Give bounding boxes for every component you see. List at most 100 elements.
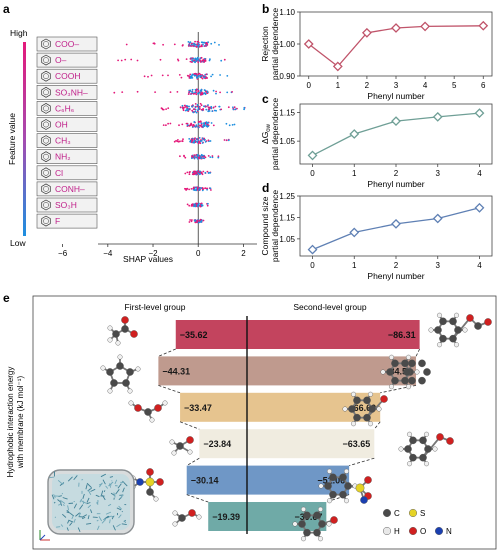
shap-point (169, 122, 172, 125)
second-level-group-label: Second-level group (293, 302, 367, 312)
atom (172, 510, 178, 516)
membrane-simulation-image (39, 469, 135, 541)
data-point (361, 27, 372, 38)
shap-point (195, 93, 198, 96)
atom (474, 322, 482, 330)
atom (454, 326, 462, 334)
shap-point (191, 90, 193, 93)
shap-point (188, 173, 191, 176)
energy-bar-second-level (247, 320, 420, 349)
shap-point (191, 203, 194, 206)
atom (329, 473, 337, 482)
shap-point (200, 187, 203, 189)
shap-point (191, 219, 193, 221)
shap-point (189, 73, 192, 76)
atom (121, 325, 129, 333)
shap-point (165, 108, 168, 110)
benzene-ring-icon (43, 41, 49, 47)
panel-e-label: e (3, 291, 10, 305)
shap-point (194, 91, 197, 94)
shap-point (178, 74, 181, 76)
atom (107, 388, 113, 394)
shap-point (194, 106, 197, 109)
atom (376, 406, 382, 412)
atom (110, 379, 118, 387)
shap-point (200, 120, 202, 123)
shap-point (207, 171, 210, 174)
atom (344, 468, 350, 474)
energy-bar-first-level (175, 320, 247, 349)
shap-point (186, 203, 189, 206)
atom (344, 482, 352, 490)
data-point (391, 116, 401, 127)
shap-point (183, 106, 186, 109)
shap-point (188, 138, 191, 140)
membrane-fiber (90, 509, 93, 514)
shap-point (198, 220, 201, 222)
feature-label-box (36, 52, 98, 68)
atom (121, 316, 129, 324)
shap-point (197, 126, 200, 129)
shap-point (184, 172, 187, 175)
shap-point (193, 172, 195, 174)
membrane-fiber (116, 507, 122, 511)
shap-point (121, 91, 124, 93)
energy-value-first-level: −35.62 (180, 330, 208, 340)
shap-point (215, 92, 217, 95)
atom (424, 431, 430, 437)
data-point (303, 39, 314, 49)
atom (437, 342, 443, 348)
shap-point (225, 139, 228, 142)
panel-a-shap-plot: High Low Feature value −6 −4 −2 0 2 COO–O–CO… (7, 28, 257, 264)
atom (368, 391, 374, 397)
benzene-ring-icon (41, 167, 51, 179)
shap-point (194, 221, 197, 224)
data-point (420, 21, 431, 32)
membrane-fiber (96, 525, 100, 531)
membrane-fiber (82, 493, 85, 499)
membrane-fiber (122, 480, 128, 487)
atom (424, 461, 430, 467)
feature-label: COOH (55, 71, 81, 81)
membrane-fiber (66, 527, 69, 531)
x-tick-label: 5 (452, 81, 457, 90)
atom-legend: C S H O N (382, 508, 452, 536)
shap-point (204, 45, 207, 47)
panel-d-label: d (262, 181, 269, 195)
colorbar-axis-label: Feature value (7, 113, 17, 165)
shap-point (195, 46, 198, 48)
shap-point (182, 44, 184, 46)
shap-point (181, 140, 184, 143)
feature-label-box (36, 133, 98, 148)
shap-point (188, 124, 191, 127)
atom-legend-swatch (434, 526, 444, 536)
membrane-fiber (100, 473, 107, 478)
shap-point (199, 102, 202, 105)
atom (348, 405, 356, 413)
shap-point (206, 188, 209, 191)
shap-point (177, 139, 179, 141)
shap-point (188, 108, 191, 111)
shap-point (203, 155, 206, 158)
atom (454, 312, 460, 318)
membrane-fiber (123, 520, 127, 524)
shap-point (202, 157, 205, 160)
membrane-fiber (102, 479, 106, 485)
shap-point (189, 77, 192, 79)
shap-point (199, 93, 202, 96)
shap-point (223, 58, 226, 61)
atom (187, 449, 193, 455)
y-tick-label: 1.25 (279, 192, 295, 201)
shap-point (190, 205, 193, 207)
x-tick-label: 1 (352, 261, 357, 270)
shap-points (113, 40, 246, 224)
shap-point (197, 45, 200, 48)
shap-point (199, 140, 202, 143)
atom (178, 514, 186, 522)
feature-label-box (36, 149, 98, 164)
atom (406, 384, 412, 390)
shap-point (201, 59, 204, 62)
membrane-fiber (66, 511, 71, 514)
shap-point (199, 124, 201, 127)
shap-point (226, 91, 229, 94)
